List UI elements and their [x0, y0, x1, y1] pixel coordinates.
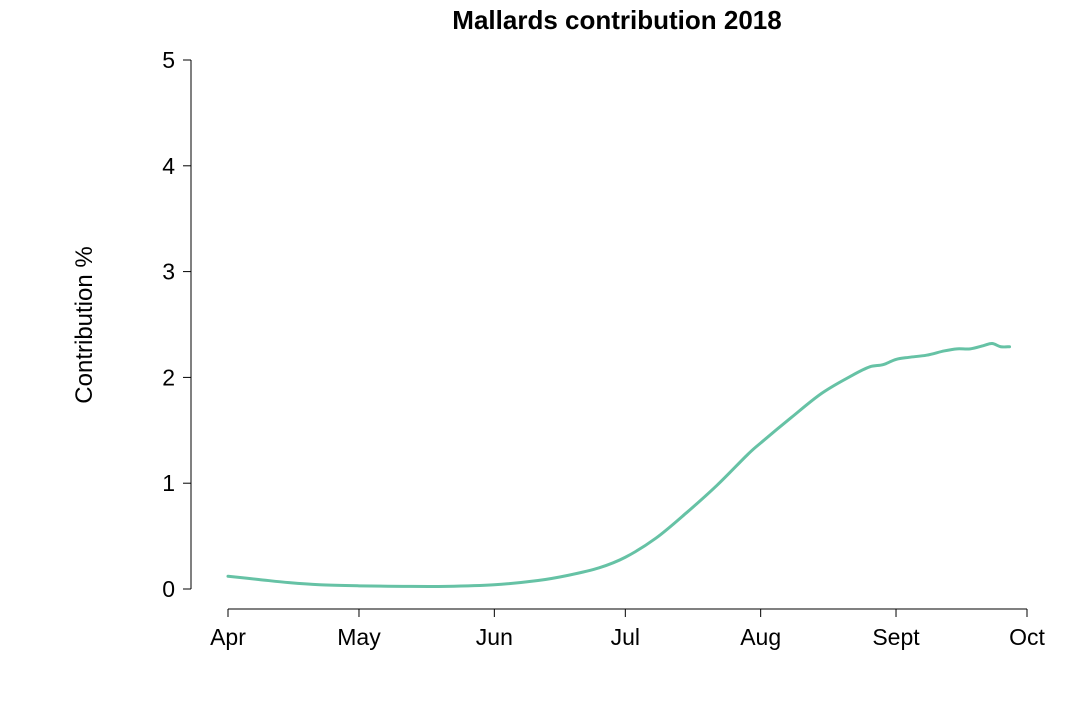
y-tick-label: 3 — [162, 259, 175, 285]
x-tick-label: Jul — [611, 624, 640, 650]
y-tick-label: 0 — [162, 576, 175, 602]
y-tick-label: 2 — [162, 364, 175, 390]
y-axis-label: Contribution % — [71, 246, 98, 403]
x-tick-label: May — [337, 624, 381, 650]
x-tick-label: Apr — [210, 624, 246, 650]
x-tick-label: Oct — [1009, 624, 1045, 650]
y-ticks: 0 1 2 3 4 5 — [162, 47, 191, 602]
y-tick-label: 1 — [162, 470, 175, 496]
y-tick-label: 5 — [162, 47, 175, 73]
x-tick-label: Aug — [740, 624, 781, 650]
series-line-0 — [226, 342, 1012, 588]
chart-title: Mallards contribution 2018 — [452, 5, 781, 35]
series-group — [226, 342, 1012, 588]
x-tick-label: Sept — [872, 624, 920, 650]
x-ticks: Apr May Jun Jul Aug Sept Oct — [210, 609, 1045, 650]
x-tick-label: Jun — [476, 624, 513, 650]
y-tick-label: 4 — [162, 153, 175, 179]
